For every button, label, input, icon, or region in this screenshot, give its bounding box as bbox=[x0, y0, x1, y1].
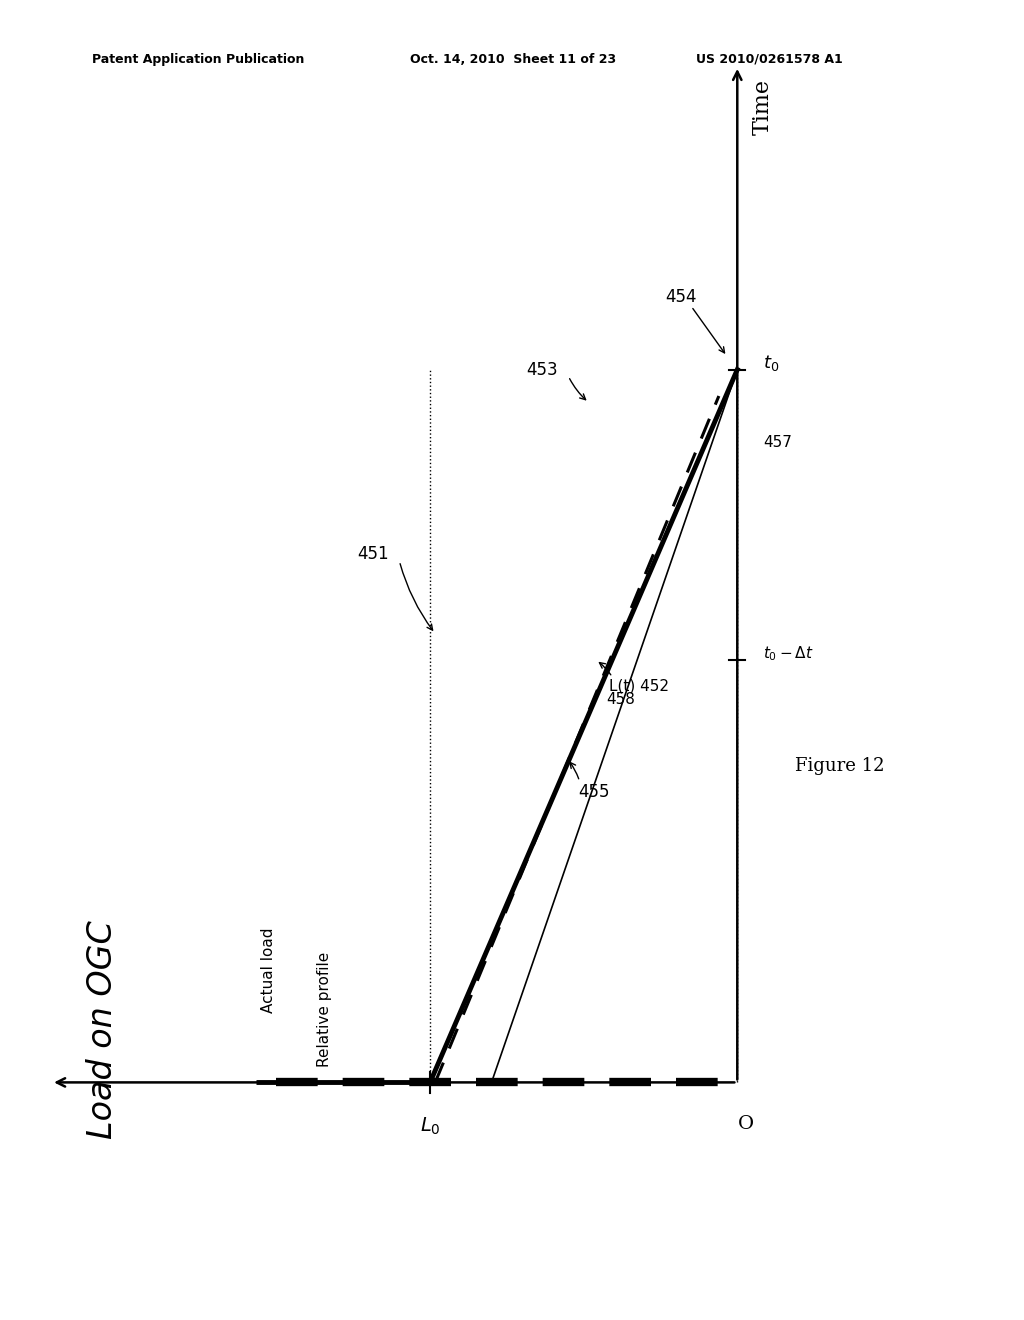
Text: 457: 457 bbox=[763, 434, 792, 450]
Text: Time: Time bbox=[752, 79, 774, 135]
Text: Patent Application Publication: Patent Application Publication bbox=[92, 53, 304, 66]
Text: Load on OGC: Load on OGC bbox=[86, 920, 119, 1139]
Text: $t_0$: $t_0$ bbox=[763, 352, 779, 374]
Text: Oct. 14, 2010  Sheet 11 of 23: Oct. 14, 2010 Sheet 11 of 23 bbox=[410, 53, 615, 66]
Text: $L_0$: $L_0$ bbox=[420, 1115, 440, 1137]
Text: 451: 451 bbox=[357, 545, 389, 564]
Text: 454: 454 bbox=[666, 288, 696, 306]
Text: 455: 455 bbox=[579, 783, 610, 801]
Text: $t_0-\Delta t$: $t_0-\Delta t$ bbox=[763, 644, 814, 663]
Text: US 2010/0261578 A1: US 2010/0261578 A1 bbox=[696, 53, 843, 66]
Text: Actual load: Actual load bbox=[261, 928, 276, 1012]
Text: O: O bbox=[737, 1115, 754, 1134]
Text: Figure 12: Figure 12 bbox=[795, 756, 885, 775]
Text: L(t) 452: L(t) 452 bbox=[609, 678, 670, 694]
Text: Relative profile: Relative profile bbox=[317, 952, 333, 1068]
Text: 453: 453 bbox=[526, 360, 558, 379]
Text: 458: 458 bbox=[606, 692, 635, 708]
